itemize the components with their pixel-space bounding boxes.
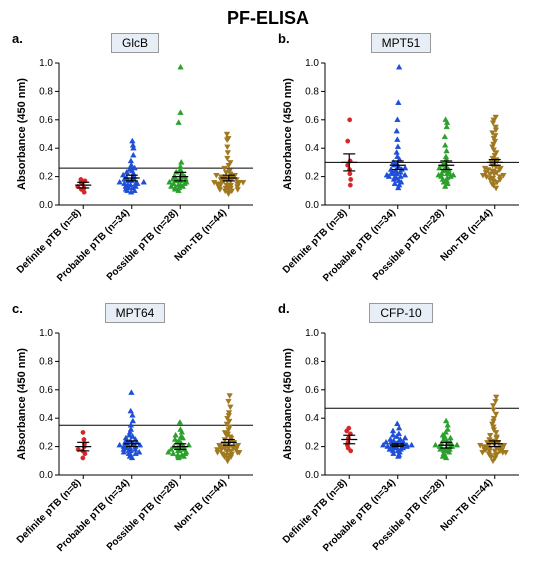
svg-text:Non-TB (n=44): Non-TB (n=44) xyxy=(439,477,495,533)
panel-c: c. MPT64 0.0 0.2 0.4 0.6 0.8 1.0 Absorbance (4… xyxy=(6,301,264,565)
svg-text:0.6: 0.6 xyxy=(39,385,53,396)
svg-text:0.6: 0.6 xyxy=(39,115,53,126)
panel-subtitle: GlcB xyxy=(111,33,159,53)
svg-text:Absorbance (450 nm): Absorbance (450 nm) xyxy=(16,348,28,460)
panel-subtitle-wrap: MPT64 xyxy=(6,303,264,323)
panel-letter: d. xyxy=(278,301,290,316)
data-group-1 xyxy=(380,421,414,459)
svg-text:0.8: 0.8 xyxy=(39,356,53,367)
svg-text:0.4: 0.4 xyxy=(305,143,319,154)
panel-plot-c: 0.00.20.40.60.81.0Absorbance (450 nm)Def… xyxy=(7,325,263,565)
data-group-2 xyxy=(436,117,456,189)
svg-text:0.4: 0.4 xyxy=(39,143,53,154)
svg-text:0.6: 0.6 xyxy=(305,115,319,126)
figure-title: PF-ELISA xyxy=(6,8,530,29)
svg-text:0.2: 0.2 xyxy=(305,442,319,453)
svg-text:0.2: 0.2 xyxy=(39,172,53,183)
svg-text:0.0: 0.0 xyxy=(39,200,53,211)
svg-text:0.0: 0.0 xyxy=(305,470,319,481)
panel-grid: a. GlcB 0.0 0.2 0.4 0.6 0.8 1.0 Absorbance (45… xyxy=(6,31,530,565)
data-group-3 xyxy=(211,132,246,197)
panel-subtitle: MPT64 xyxy=(105,303,166,323)
svg-text:Non-TB (n=44): Non-TB (n=44) xyxy=(173,207,229,263)
data-group-1 xyxy=(384,64,408,190)
error-bar xyxy=(341,435,357,444)
panel-subtitle-wrap: MPT51 xyxy=(272,33,530,53)
data-group-1 xyxy=(117,138,147,194)
error-bar xyxy=(341,154,357,171)
svg-text:1.0: 1.0 xyxy=(39,328,53,339)
svg-text:1.0: 1.0 xyxy=(39,58,53,69)
svg-text:0.8: 0.8 xyxy=(39,86,53,97)
panel-subtitle-wrap: CFP-10 xyxy=(272,303,530,323)
svg-text:Absorbance (450 nm): Absorbance (450 nm) xyxy=(282,348,294,460)
svg-text:0.4: 0.4 xyxy=(39,413,53,424)
svg-text:Absorbance (450 nm): Absorbance (450 nm) xyxy=(16,78,28,190)
data-group-3 xyxy=(214,393,242,463)
svg-text:Absorbance (450 nm): Absorbance (450 nm) xyxy=(282,78,294,190)
svg-text:Non-TB (n=44): Non-TB (n=44) xyxy=(439,207,495,263)
svg-text:1.0: 1.0 xyxy=(305,328,319,339)
svg-text:0.8: 0.8 xyxy=(305,86,319,97)
data-group-2 xyxy=(433,418,460,460)
svg-text:1.0: 1.0 xyxy=(305,58,319,69)
panel-plot-a: 0.00.20.40.60.81.0Absorbance (450 nm)Def… xyxy=(7,55,263,295)
panel-letter: b. xyxy=(278,31,290,46)
panel-letter: c. xyxy=(12,301,23,316)
svg-text:0.0: 0.0 xyxy=(305,200,319,211)
data-group-0 xyxy=(345,118,352,188)
panel-subtitle: CFP-10 xyxy=(369,303,432,323)
data-group-2 xyxy=(167,64,190,193)
svg-text:0.4: 0.4 xyxy=(305,413,319,424)
svg-text:0.6: 0.6 xyxy=(305,385,319,396)
panel-subtitle-wrap: GlcB xyxy=(6,33,264,53)
panel-plot-b: 0.00.20.40.60.81.0Absorbance (450 nm)Def… xyxy=(273,55,529,295)
panel-a: a. GlcB 0.0 0.2 0.4 0.6 0.8 1.0 Absorbance (45… xyxy=(6,31,264,295)
error-bar xyxy=(390,444,406,447)
panel-plot-d: 0.00.20.40.60.81.0Absorbance (450 nm)Def… xyxy=(273,325,529,565)
svg-text:0.0: 0.0 xyxy=(39,470,53,481)
data-group-3 xyxy=(480,115,506,191)
data-group-3 xyxy=(477,395,508,464)
panel-letter: a. xyxy=(12,31,23,46)
figure-root: PF-ELISA a. GlcB 0.0 0.2 0.4 0.6 0.8 1.0 Absor… xyxy=(0,0,536,571)
panel-b: b. MPT51 0.0 0.2 0.4 0.6 0.8 1.0 Absorbance (4… xyxy=(272,31,530,295)
svg-text:Non-TB (n=44): Non-TB (n=44) xyxy=(173,477,229,533)
svg-text:0.2: 0.2 xyxy=(39,442,53,453)
data-group-0 xyxy=(76,177,88,194)
panel-d: d. CFP-10 0.0 0.2 0.4 0.6 0.8 1.0 Absorbance (… xyxy=(272,301,530,565)
data-group-0 xyxy=(76,430,87,460)
svg-text:0.8: 0.8 xyxy=(305,356,319,367)
panel-subtitle: MPT51 xyxy=(371,33,432,53)
svg-text:0.2: 0.2 xyxy=(305,172,319,183)
